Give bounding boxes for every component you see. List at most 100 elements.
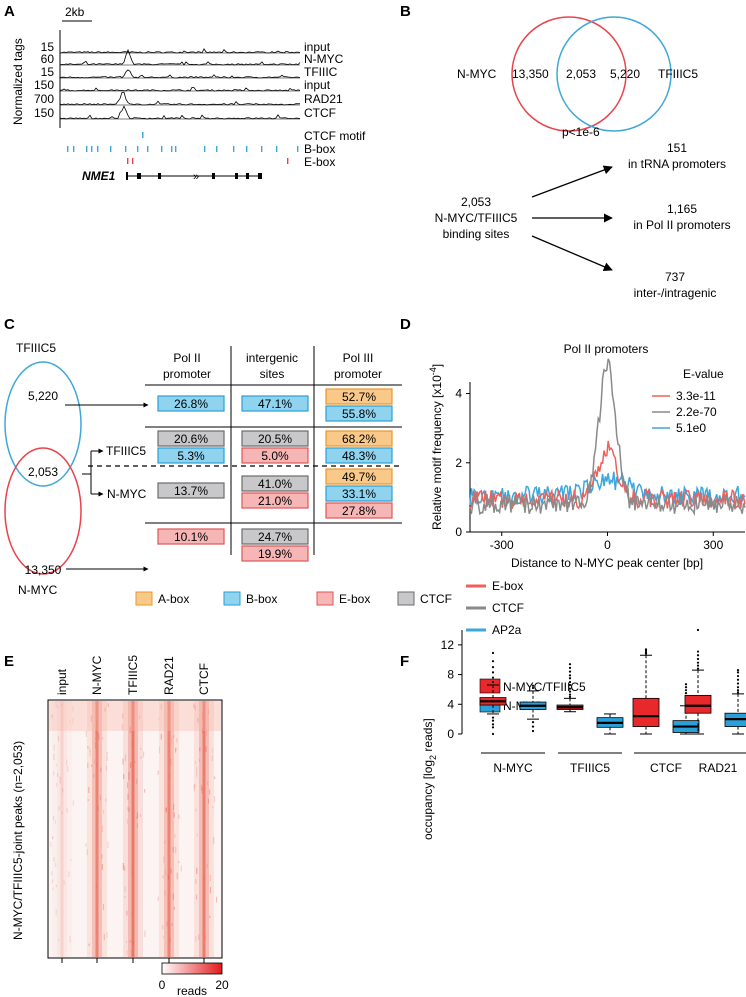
- heatmap-speckle: [101, 825, 103, 833]
- bbox-motif-mark: [97, 146, 99, 152]
- ctcf-motif-mark: [142, 132, 144, 138]
- cell-box: [325, 468, 393, 485]
- heatmap-speckle: [127, 782, 129, 789]
- cell-value: 41.0%: [258, 477, 292, 491]
- bbox-motif-mark: [91, 146, 93, 152]
- arrow-to-intergenic: [531, 235, 613, 271]
- cell-box: [157, 528, 225, 545]
- heatmap-speckle: [143, 751, 145, 758]
- heatmap-column-labels: input N-MYC TFIIIC5 RAD21 CTCF: [55, 655, 211, 695]
- ellipse-label-tfiiic5: TFIIIC5: [16, 341, 56, 355]
- bbox-motif-mark: [125, 146, 127, 152]
- heatmap-speckle: [136, 779, 138, 784]
- cell-value: 27.8%: [342, 504, 376, 518]
- heatmap-speckle: [196, 833, 198, 837]
- venn-overlap-count: 2,053: [566, 67, 596, 81]
- outlier-point: [531, 725, 535, 728]
- outlier-point: [491, 651, 495, 655]
- cell-box: [241, 475, 309, 492]
- track-label: input: [304, 78, 331, 92]
- heatmap-speckle: [131, 741, 133, 747]
- x-tick-label: -300: [490, 538, 514, 552]
- y-axis-label-end: reads]: [421, 718, 435, 755]
- heatmap-column-label: N-MYC: [90, 655, 104, 695]
- col-header-inter-line2: sites: [260, 367, 285, 381]
- heatmap-speckle: [205, 746, 207, 752]
- heatmap-speckle: [175, 846, 177, 854]
- bbox-motif-mark: [175, 146, 177, 152]
- track-signal: [59, 105, 301, 120]
- track-signal: [59, 91, 301, 106]
- heatmap-speckle: [86, 849, 88, 856]
- venn-left-label: N-MYC: [457, 67, 497, 81]
- cell-value: 49.7%: [342, 470, 376, 484]
- outlier-point: [491, 680, 495, 684]
- heatmap-speckle: [106, 752, 108, 755]
- heatmap-speckle: [126, 819, 128, 824]
- heatmap-speckle: [168, 706, 170, 709]
- heatmap-speckle: [132, 776, 134, 782]
- heatmap-column-label: CTCF: [197, 663, 211, 695]
- y-tick-label: 0: [447, 727, 454, 741]
- legend-swatch: [223, 591, 241, 606]
- outlier-point: [696, 667, 700, 670]
- heatmap-speckle: [164, 840, 166, 844]
- target-pol2-label: in Pol II promoters: [633, 218, 730, 232]
- heatmap-speckle: [100, 767, 102, 773]
- heatmap-speckle: [162, 935, 164, 939]
- heatmap-speckle: [72, 706, 74, 712]
- heatmap-speckle: [173, 906, 175, 910]
- outlier-point: [736, 691, 740, 694]
- heatmap-speckle: [162, 875, 164, 879]
- heatmap-column-label: input: [55, 668, 69, 695]
- heatmap-speckle: [95, 737, 97, 740]
- source-count: 2,053: [461, 195, 491, 209]
- heatmap-speckle: [203, 874, 205, 881]
- outlier-point: [531, 721, 535, 724]
- outlier-point: [696, 661, 700, 664]
- panel-a: A 2kb Normalized tags 15 input 60 N-MYC 15 TF…: [4, 3, 366, 183]
- heatmap-speckle: [52, 836, 54, 840]
- legend-evalue: 3.3e-11: [676, 389, 716, 403]
- outlier-point: [696, 657, 700, 661]
- target-pol2-count: 1,165: [667, 202, 697, 216]
- heatmap-speckle: [52, 879, 54, 883]
- heatmap-speckle: [172, 846, 174, 853]
- heatmap-speckle: [128, 807, 130, 812]
- heatmap-speckle: [106, 932, 108, 939]
- heatmap-speckle: [207, 709, 210, 714]
- heatmap-peak-line: [167, 701, 171, 957]
- bbox-motif-mark: [67, 146, 69, 152]
- bbox-motif-mark: [261, 146, 263, 152]
- motif-label-ctcf: CTCF motif: [304, 129, 366, 143]
- heatmap-speckle: [173, 812, 175, 818]
- heatmap-speckle: [200, 784, 203, 791]
- heatmap-speckle: [55, 701, 57, 707]
- outlier-point: [568, 666, 572, 669]
- heatmap-speckle: [139, 814, 142, 817]
- venn-pvalue: p<1e-6: [562, 125, 600, 139]
- cell-box: [325, 485, 393, 502]
- heatmap-speckle: [172, 893, 174, 900]
- cell-value: 24.7%: [258, 530, 292, 544]
- heatmap-speckle: [52, 837, 54, 840]
- cell-box: [241, 492, 309, 509]
- outlier-point: [736, 674, 740, 678]
- cell-box: [157, 395, 225, 412]
- cell-value: 68.2%: [342, 432, 376, 446]
- cell-value: 20.6%: [174, 432, 208, 446]
- heatmap-speckle: [176, 738, 178, 743]
- heatmap-speckle: [134, 761, 136, 764]
- heatmap-speckle: [53, 744, 55, 751]
- outlier-point: [736, 678, 740, 681]
- heatmap-speckle: [195, 894, 198, 900]
- group-label: N-MYC: [493, 761, 533, 775]
- heatmap-speckle: [174, 834, 176, 839]
- heatmap-speckle: [87, 762, 89, 769]
- col-header-inter-line1: intergenic: [246, 351, 298, 365]
- chart-title: Pol II promoters: [564, 342, 649, 356]
- panel-d-letter: D: [400, 316, 411, 333]
- heatmap-speckle: [213, 837, 215, 844]
- panel-e-letter: E: [4, 653, 14, 670]
- group-label: CTCF: [650, 761, 682, 775]
